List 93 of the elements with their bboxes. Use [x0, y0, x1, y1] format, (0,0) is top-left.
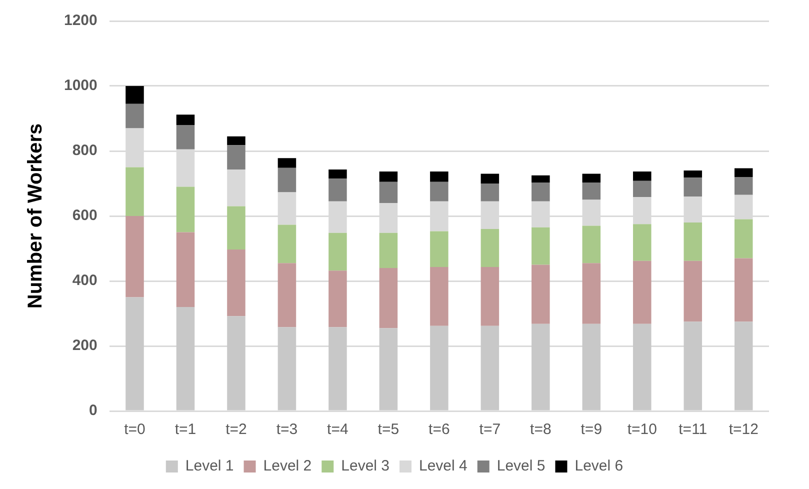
x-tick-label: t=4	[327, 421, 348, 438]
bar	[582, 263, 601, 324]
legend-label: Level 5	[496, 458, 546, 475]
y-tick-label: 0	[89, 402, 98, 420]
bar	[379, 328, 398, 410]
bar	[532, 324, 550, 410]
bar	[582, 182, 601, 200]
bar	[480, 326, 500, 410]
bar	[430, 182, 448, 202]
bar	[480, 267, 500, 326]
legend-label: Level 4	[419, 458, 468, 475]
legend-label: Level 2	[263, 458, 312, 475]
x-tick-label: t=12	[728, 421, 758, 438]
bar	[126, 86, 144, 104]
bar	[379, 268, 398, 328]
bar	[227, 249, 246, 316]
x-tick-label: t=9	[580, 421, 602, 438]
x-tick-label: t=1	[174, 421, 196, 438]
bar	[684, 222, 702, 261]
bar	[480, 174, 500, 184]
bar	[532, 182, 550, 202]
bar	[430, 326, 448, 410]
bar	[684, 260, 702, 322]
x-tick-label: t=0	[124, 421, 146, 438]
bar	[532, 175, 550, 183]
bar	[582, 174, 601, 183]
bar	[734, 177, 753, 195]
y-axis-title: Number of Workers	[24, 123, 47, 309]
bar	[176, 114, 195, 125]
x-tick-label: t=5	[378, 421, 400, 438]
x-tick-label: t=11	[678, 421, 708, 438]
bar	[227, 145, 246, 170]
bar	[633, 324, 652, 410]
bar	[227, 170, 246, 206]
y-tick-label: 200	[72, 337, 98, 354]
bar	[278, 168, 296, 192]
bar	[379, 182, 398, 203]
bar	[633, 180, 652, 198]
x-tick-label: t=6	[428, 421, 450, 438]
y-tick-label: 1000	[64, 77, 98, 94]
bar	[633, 224, 652, 261]
bar	[379, 171, 398, 182]
bar	[126, 104, 144, 128]
bar	[126, 167, 144, 216]
y-tick-label: 1200	[64, 12, 98, 30]
bar	[734, 219, 753, 258]
bar	[480, 184, 500, 202]
bar	[684, 322, 702, 410]
bar	[734, 322, 753, 410]
bar	[176, 307, 195, 410]
bar	[176, 232, 195, 307]
bar	[278, 224, 296, 264]
bar	[278, 158, 296, 168]
bar	[532, 227, 550, 265]
x-tick-label: t=8	[530, 421, 552, 438]
bar	[480, 229, 500, 268]
x-tick-label: t=2	[226, 421, 247, 438]
bar	[684, 178, 702, 196]
bar	[734, 168, 753, 177]
legend-label: Level 3	[341, 458, 390, 475]
bar	[278, 327, 296, 410]
x-tick-label: t=10	[627, 421, 657, 438]
bar	[126, 297, 144, 410]
bar	[227, 206, 246, 250]
bar	[684, 170, 702, 178]
bar	[633, 260, 652, 324]
x-tick-label: t=7	[479, 421, 501, 438]
bar	[227, 136, 246, 146]
bar	[430, 231, 448, 268]
legend-label: Level 1	[185, 458, 234, 475]
legend-label: Level 6	[574, 458, 624, 475]
bar	[582, 226, 601, 264]
bar	[328, 327, 347, 410]
bar	[328, 170, 347, 179]
bar	[328, 270, 347, 328]
bar	[582, 324, 601, 410]
bar	[430, 171, 448, 182]
bar	[328, 232, 347, 271]
bar	[176, 186, 195, 232]
bar	[176, 125, 195, 150]
bar	[379, 232, 398, 268]
bar	[328, 178, 347, 202]
x-tick-label: t=3	[276, 421, 298, 438]
y-tick-label: 800	[72, 142, 98, 160]
y-tick-label: 600	[72, 207, 98, 224]
bar	[633, 171, 652, 181]
bar	[532, 264, 550, 324]
bar	[278, 263, 296, 328]
bar	[227, 316, 246, 410]
bar	[734, 258, 753, 322]
y-tick-label: 400	[72, 272, 98, 290]
bar	[126, 216, 144, 298]
bar	[430, 267, 448, 326]
